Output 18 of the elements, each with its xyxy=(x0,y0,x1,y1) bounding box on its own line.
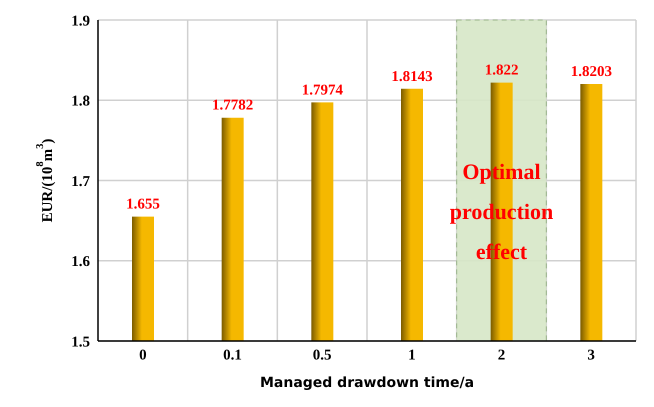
data-label: 1.7782 xyxy=(212,98,254,114)
y-tick-label: 1.7 xyxy=(71,174,90,190)
x-axis-title: Managed drawdown time/a xyxy=(260,375,474,391)
y-tick-label: 1.8 xyxy=(71,94,90,110)
x-tick-label: 0 xyxy=(139,348,147,364)
y-tick-label: 1.5 xyxy=(71,334,90,350)
data-label: 1.7974 xyxy=(302,82,344,98)
data-label: 1.655 xyxy=(126,196,160,213)
x-tick-label: 0.5 xyxy=(312,348,332,364)
x-tick-label: 2 xyxy=(498,348,506,364)
data-label: 1.822 xyxy=(484,62,519,79)
x-tick-label: 0.1 xyxy=(223,348,242,364)
y-tick-label: 1.6 xyxy=(71,254,90,270)
data-label: 1.8203 xyxy=(570,64,612,80)
y-tick-label: 1.9 xyxy=(71,13,90,30)
x-tick-label: 3 xyxy=(587,348,595,364)
x-tick-label: 1 xyxy=(408,348,416,364)
data-label: 1.8143 xyxy=(391,68,433,85)
